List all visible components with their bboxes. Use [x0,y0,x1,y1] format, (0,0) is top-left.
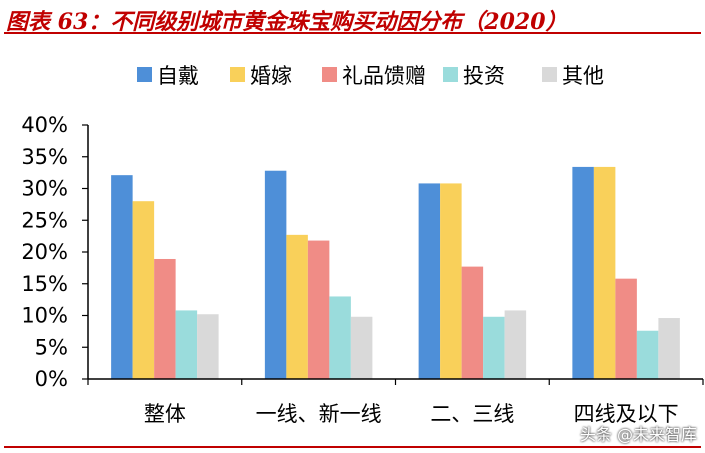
bar-2-1 [440,183,462,379]
bar-0-4 [197,314,219,379]
category-label-3: 四线及以下 [574,402,679,426]
bar-3-1 [593,166,616,379]
legend-label-1: 婚嫁 [250,64,292,88]
watermark: 头条 @未来智库 [579,425,697,444]
title-divider [4,32,701,34]
bar-2-3 [483,316,505,379]
y-tick-label-3: 15% [21,272,68,296]
bar-3-4 [658,318,680,379]
legend-label-3: 投资 [463,64,505,88]
legend-label-4: 其他 [562,64,604,88]
legend-swatch-4 [542,67,557,82]
y-tick-label-7: 35% [21,145,68,169]
bar-3-2 [615,278,637,379]
legend-label-2: 礼品馈赠 [342,64,426,88]
bar-2-2 [461,266,484,379]
category-label-0: 整体 [144,402,186,426]
bar-1-2 [307,240,330,379]
bar-0-0 [111,175,133,379]
bar-2-0 [418,183,441,379]
bar-1-1 [286,234,308,379]
y-tick-label-2: 10% [21,304,68,328]
bar-1-4 [350,316,373,379]
y-tick-label-1: 5% [35,335,68,359]
y-tick-label-0: 0% [35,367,68,391]
bars [111,166,680,379]
y-tick-label-5: 25% [21,208,68,232]
y-tick-label-4: 20% [21,240,68,264]
bar-0-1 [132,201,155,379]
chart-title: 图表 63：不同级别城市黄金珠宝购买动因分布（2020） [6,9,568,35]
legend-swatch-2 [322,67,337,82]
bottom-divider [4,446,701,448]
bar-0-2 [154,258,176,379]
bar-0-3 [175,310,198,379]
legend-swatch-0 [137,67,152,82]
y-axis: 0% 5% 10% 15% 20% 25% 30% 35% 40% [21,113,89,391]
category-label-2: 二、三线 [430,402,514,426]
legend-swatch-3 [443,67,458,82]
y-tick-label-6: 30% [21,177,68,201]
legend-label-0: 自戴 [157,64,199,88]
bar-3-0 [572,166,594,379]
bar-3-3 [636,330,659,379]
legend-swatch-1 [230,67,245,82]
bar-1-0 [264,170,287,379]
bar-1-3 [329,296,351,379]
y-tick-label-8: 40% [21,113,68,137]
x-axis: 整体 一线、新一线 二、三线 四线及以下 [87,378,704,426]
category-label-1: 一线、新一线 [256,402,382,426]
bar-2-4 [504,310,527,379]
legend: 自戴 婚嫁 礼品馈赠 投资 其他 [137,64,604,88]
